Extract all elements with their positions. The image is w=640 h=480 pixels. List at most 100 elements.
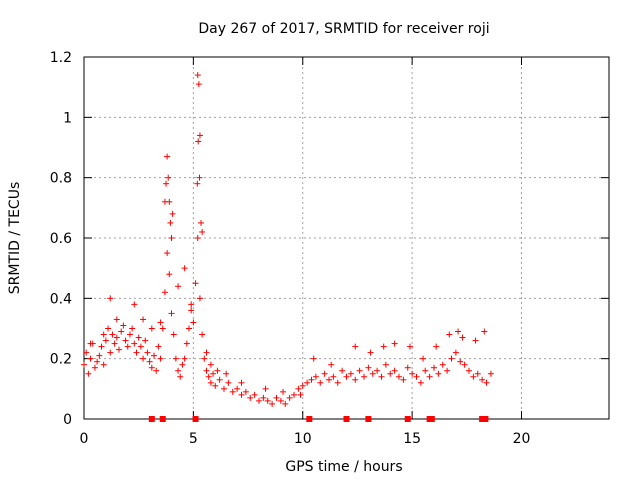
data-point xyxy=(216,376,223,383)
gap-marker xyxy=(479,416,486,422)
data-point xyxy=(299,382,306,389)
data-point xyxy=(194,72,201,79)
data-point xyxy=(210,370,217,377)
data-point xyxy=(198,219,205,226)
data-point xyxy=(474,370,481,377)
data-point xyxy=(242,388,249,395)
data-points xyxy=(81,72,494,407)
data-point xyxy=(183,340,190,347)
data-point xyxy=(262,385,269,392)
data-point xyxy=(165,174,172,181)
data-point xyxy=(374,367,381,374)
data-point xyxy=(113,316,120,323)
data-point xyxy=(413,373,420,380)
data-point xyxy=(347,370,354,377)
data-point xyxy=(365,364,372,371)
data-point xyxy=(148,325,155,332)
data-point xyxy=(352,376,359,383)
data-point xyxy=(163,180,170,187)
data-point xyxy=(448,355,455,362)
data-point xyxy=(133,349,140,356)
data-point xyxy=(223,370,230,377)
data-point xyxy=(435,370,442,377)
data-point xyxy=(466,367,472,374)
data-point xyxy=(124,343,131,350)
gap-marker xyxy=(365,416,372,422)
data-point xyxy=(122,337,129,344)
data-point xyxy=(455,328,462,335)
data-point xyxy=(310,355,317,362)
gap-marker xyxy=(148,416,155,422)
gap-marker xyxy=(192,416,199,422)
data-point xyxy=(431,364,437,371)
data-point xyxy=(483,379,490,386)
data-point xyxy=(247,394,254,401)
data-point xyxy=(387,370,394,377)
data-point xyxy=(420,355,427,362)
data-point xyxy=(144,349,151,356)
data-point xyxy=(177,373,184,380)
data-point xyxy=(378,373,385,380)
y-axis-label: SRMTID / TECUs xyxy=(7,182,23,295)
data-point xyxy=(87,340,94,347)
data-point xyxy=(417,379,424,386)
data-point xyxy=(98,343,105,350)
data-point xyxy=(273,394,280,401)
data-point xyxy=(140,355,147,362)
data-point xyxy=(167,219,174,226)
data-point xyxy=(157,319,164,326)
data-point xyxy=(400,376,407,383)
data-point xyxy=(251,391,258,398)
data-point xyxy=(207,379,214,386)
data-point xyxy=(326,376,332,383)
data-point xyxy=(312,373,319,380)
data-point xyxy=(404,364,411,371)
data-point xyxy=(457,358,464,365)
data-point xyxy=(269,400,276,407)
data-point xyxy=(439,361,446,368)
chart-title: Day 267 of 2017, SRMTID for receiver roj… xyxy=(198,21,489,37)
data-point xyxy=(137,343,144,350)
y-tick-label: 0.2 xyxy=(50,352,72,368)
data-point xyxy=(113,334,120,341)
data-point xyxy=(148,364,155,371)
data-point xyxy=(199,228,206,235)
y-tick-label: 0 xyxy=(63,412,72,428)
data-point xyxy=(304,379,311,386)
data-point xyxy=(109,331,116,338)
data-point xyxy=(422,367,429,374)
data-point xyxy=(282,400,289,407)
data-point xyxy=(96,352,103,359)
data-point xyxy=(472,337,479,344)
data-point xyxy=(199,331,206,338)
data-point xyxy=(196,174,203,181)
data-point xyxy=(116,346,122,353)
data-point xyxy=(461,361,468,368)
gap-markers xyxy=(148,416,489,422)
data-point xyxy=(188,307,195,314)
data-point xyxy=(111,340,118,347)
axis-ticks: 0 0.2 0.4 0.6 0.8 1 1.2 0 5 10 15 20 xyxy=(50,50,609,447)
data-point xyxy=(164,153,171,160)
data-point xyxy=(107,295,114,302)
data-point xyxy=(181,355,188,362)
data-point xyxy=(343,373,350,380)
data-point xyxy=(452,349,459,356)
data-point xyxy=(135,334,142,341)
data-point xyxy=(168,235,175,241)
data-point xyxy=(297,391,304,398)
data-point xyxy=(260,394,267,401)
data-point xyxy=(334,379,341,386)
y-tick-label: 0.6 xyxy=(50,231,72,247)
data-point xyxy=(406,343,413,350)
data-point xyxy=(214,367,221,374)
data-point xyxy=(192,280,199,287)
y-tick-label: 0.8 xyxy=(50,171,72,187)
data-point xyxy=(361,373,367,380)
data-point xyxy=(295,385,302,392)
data-point xyxy=(157,355,164,362)
gap-marker xyxy=(343,416,350,422)
data-point xyxy=(238,391,245,398)
